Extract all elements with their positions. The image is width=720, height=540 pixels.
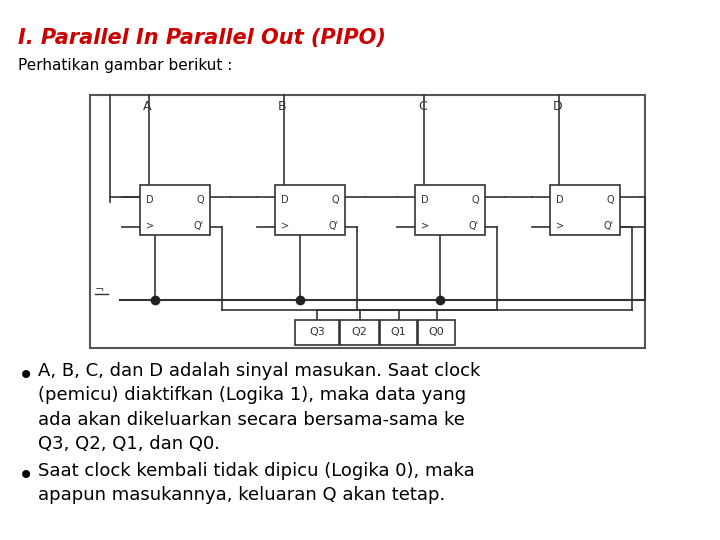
Text: D: D (281, 195, 289, 205)
Bar (418, 320, 455, 345)
Text: Q': Q' (604, 221, 614, 231)
Text: >: > (421, 221, 429, 231)
Bar (295, 320, 339, 345)
Text: •: • (18, 462, 35, 490)
Text: A, B, C, dan D adalah sinyal masukan. Saat clock
(pemicu) diaktifkan (Logika 1),: A, B, C, dan D adalah sinyal masukan. Sa… (38, 362, 480, 453)
Text: >: > (281, 221, 289, 231)
Text: Q: Q (606, 195, 614, 205)
Text: D: D (421, 195, 428, 205)
Text: Q': Q' (469, 221, 479, 231)
Text: Q: Q (331, 195, 339, 205)
Text: Q: Q (197, 195, 204, 205)
Text: C: C (418, 100, 427, 113)
Text: >: > (556, 221, 564, 231)
Text: ¬: ¬ (95, 285, 104, 295)
Text: Q2: Q2 (351, 327, 367, 338)
Bar (415, 185, 485, 235)
Bar (340, 320, 379, 345)
Text: Q1: Q1 (391, 327, 406, 338)
Text: Q3: Q3 (309, 327, 325, 338)
Text: Perhatikan gambar berikut :: Perhatikan gambar berikut : (18, 58, 233, 73)
Text: D: D (146, 195, 153, 205)
Text: Q: Q (472, 195, 479, 205)
Bar (380, 320, 417, 345)
Text: A: A (143, 100, 151, 113)
Bar (275, 185, 345, 235)
Text: Q': Q' (194, 221, 204, 231)
Text: Q': Q' (329, 221, 339, 231)
Text: Saat clock kembali tidak dipicu (Logika 0), maka
apapun masukannya, keluaran Q a: Saat clock kembali tidak dipicu (Logika … (38, 462, 474, 504)
Text: •: • (18, 362, 35, 390)
Bar (140, 185, 210, 235)
Bar (90, 95, 645, 348)
Text: D: D (556, 195, 564, 205)
Text: I. Parallel In Parallel Out (PIPO): I. Parallel In Parallel Out (PIPO) (18, 28, 386, 48)
Text: Q0: Q0 (428, 327, 444, 338)
Text: D: D (553, 100, 562, 113)
Text: >: > (146, 221, 154, 231)
Text: B: B (278, 100, 287, 113)
Bar (550, 185, 620, 235)
